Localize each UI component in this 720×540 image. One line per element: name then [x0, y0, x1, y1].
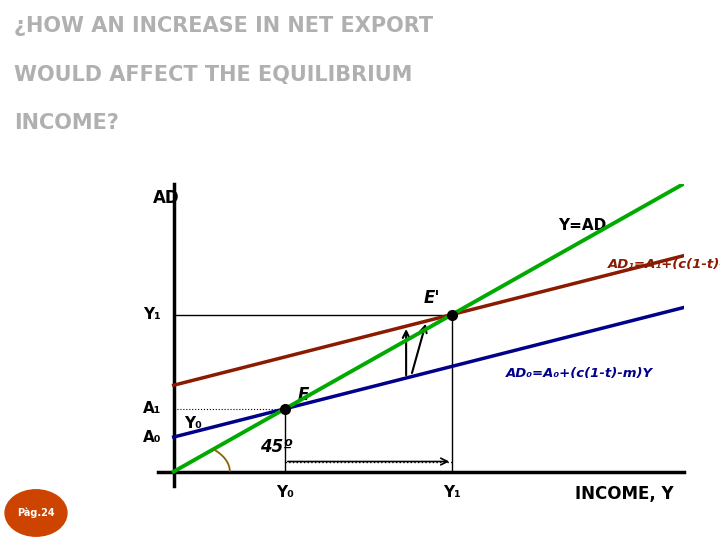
Text: Y=AD: Y=AD — [558, 218, 606, 233]
Text: AD₀=A₀+(c(1-t)-m)Y: AD₀=A₀+(c(1-t)-m)Y — [505, 367, 652, 380]
Text: Y₀: Y₀ — [184, 416, 202, 431]
Text: Y₀: Y₀ — [276, 484, 294, 500]
Text: Y₁: Y₁ — [143, 307, 161, 322]
Text: AD₁=A₁+(c(1-t)-m)Y: AD₁=A₁+(c(1-t)-m)Y — [608, 258, 720, 271]
Text: Pàg.24: Pàg.24 — [17, 508, 55, 518]
Text: E: E — [298, 387, 309, 404]
Text: INCOME?: INCOME? — [14, 113, 120, 133]
Text: WOULD AFFECT THE EQUILIBRIUM: WOULD AFFECT THE EQUILIBRIUM — [14, 65, 413, 85]
Text: E': E' — [424, 289, 441, 307]
Text: INCOME, Y: INCOME, Y — [575, 484, 674, 503]
Text: A₀: A₀ — [143, 429, 161, 444]
Text: ¿HOW AN INCREASE IN NET EXPORT: ¿HOW AN INCREASE IN NET EXPORT — [14, 16, 433, 36]
Text: 45º: 45º — [261, 438, 293, 456]
Text: A₁: A₁ — [143, 401, 161, 416]
Text: AD: AD — [153, 190, 179, 207]
Text: Y₁: Y₁ — [444, 484, 461, 500]
